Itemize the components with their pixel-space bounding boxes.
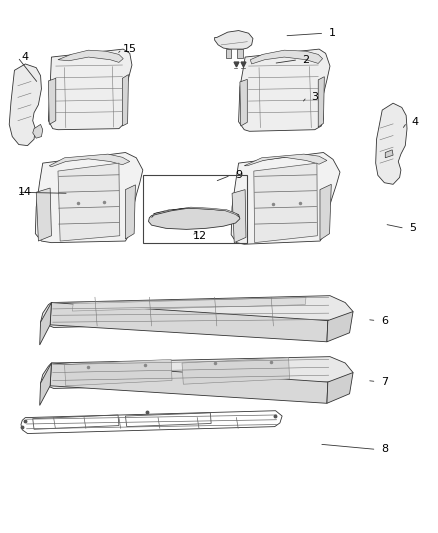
Text: 14: 14 — [18, 187, 32, 197]
Polygon shape — [232, 190, 246, 243]
Polygon shape — [376, 103, 407, 184]
Polygon shape — [320, 184, 331, 240]
Polygon shape — [40, 363, 51, 406]
Polygon shape — [33, 124, 43, 138]
Polygon shape — [122, 75, 128, 126]
Polygon shape — [327, 312, 353, 342]
Polygon shape — [385, 150, 393, 158]
Polygon shape — [50, 303, 328, 342]
Polygon shape — [125, 185, 135, 239]
Polygon shape — [251, 50, 322, 64]
Polygon shape — [240, 79, 247, 126]
Polygon shape — [239, 49, 330, 131]
Polygon shape — [226, 49, 231, 58]
Text: 2: 2 — [303, 55, 310, 64]
Polygon shape — [237, 49, 243, 58]
Polygon shape — [41, 357, 353, 389]
Text: 1: 1 — [328, 28, 336, 38]
Polygon shape — [36, 188, 51, 241]
Polygon shape — [9, 64, 42, 146]
Polygon shape — [41, 296, 353, 327]
Polygon shape — [152, 207, 240, 217]
Polygon shape — [40, 303, 51, 345]
Polygon shape — [58, 50, 123, 62]
Text: 15: 15 — [123, 44, 137, 54]
Text: 3: 3 — [311, 92, 318, 102]
Polygon shape — [48, 49, 132, 130]
Text: 5: 5 — [409, 223, 416, 233]
Polygon shape — [72, 297, 306, 311]
Text: 11: 11 — [216, 215, 230, 225]
Text: 7: 7 — [381, 376, 388, 386]
Text: 12: 12 — [192, 231, 206, 241]
Polygon shape — [35, 152, 143, 243]
Polygon shape — [64, 359, 172, 386]
Text: 4: 4 — [22, 52, 29, 62]
Bar — [143, 175, 247, 243]
Polygon shape — [148, 208, 240, 229]
Text: 9: 9 — [235, 171, 242, 180]
Text: 8: 8 — [381, 445, 388, 455]
Polygon shape — [318, 77, 324, 127]
Text: 10: 10 — [158, 215, 172, 225]
Polygon shape — [254, 163, 318, 243]
Text: 6: 6 — [381, 316, 388, 326]
Polygon shape — [58, 163, 120, 241]
Polygon shape — [50, 363, 328, 403]
Text: 4: 4 — [411, 117, 418, 127]
Polygon shape — [327, 373, 353, 403]
Polygon shape — [182, 358, 290, 384]
Polygon shape — [48, 78, 56, 124]
Polygon shape — [215, 30, 253, 49]
Polygon shape — [231, 152, 340, 244]
Polygon shape — [49, 154, 130, 167]
Polygon shape — [244, 154, 327, 166]
